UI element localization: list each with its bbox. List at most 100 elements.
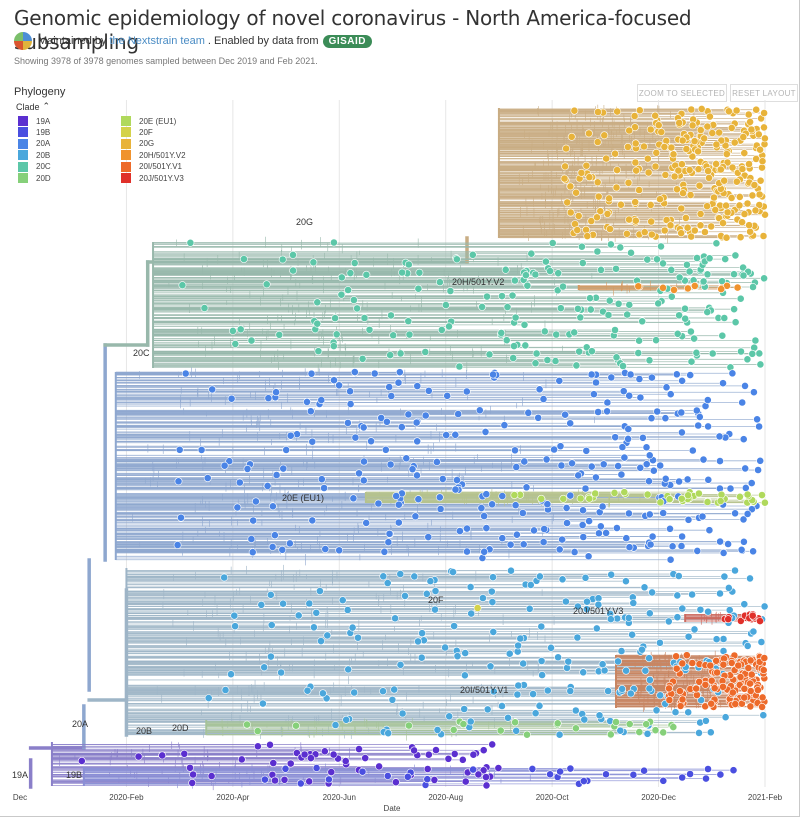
- tip-node[interactable]: [652, 336, 660, 345]
- tip-node[interactable]: [382, 417, 391, 426]
- tip-node[interactable]: [741, 381, 749, 390]
- tip-node[interactable]: [360, 314, 369, 322]
- tip-node[interactable]: [282, 445, 291, 454]
- tip-node[interactable]: [756, 145, 764, 154]
- tip-node[interactable]: [677, 408, 686, 417]
- tip-node[interactable]: [415, 268, 424, 277]
- tip-node[interactable]: [751, 336, 760, 345]
- tip-node[interactable]: [401, 592, 409, 600]
- tip-node[interactable]: [586, 294, 594, 303]
- tip-node[interactable]: [227, 670, 235, 679]
- tip-node[interactable]: [228, 326, 237, 335]
- tip-node[interactable]: [260, 775, 269, 784]
- tip-node[interactable]: [577, 168, 586, 177]
- tip-node[interactable]: [695, 489, 703, 498]
- tip-node[interactable]: [659, 283, 667, 292]
- tip-node[interactable]: [306, 407, 315, 416]
- tip-node[interactable]: [707, 699, 716, 708]
- tip-node[interactable]: [617, 200, 625, 209]
- tip-node[interactable]: [645, 477, 653, 486]
- tip-node[interactable]: [335, 381, 343, 390]
- tip-node[interactable]: [660, 142, 669, 151]
- tip-node[interactable]: [308, 516, 317, 525]
- tip-node[interactable]: [315, 587, 324, 595]
- tip-node[interactable]: [587, 462, 596, 471]
- tip-node[interactable]: [309, 258, 318, 267]
- tip-node[interactable]: [559, 494, 568, 503]
- tip-node[interactable]: [431, 605, 439, 614]
- tip-node[interactable]: [736, 673, 745, 681]
- tip-node[interactable]: [703, 122, 712, 131]
- tip-node[interactable]: [726, 484, 735, 493]
- tip-node[interactable]: [380, 547, 389, 556]
- tip-node[interactable]: [384, 729, 393, 738]
- maintainer-link[interactable]: the Nextstrain team: [109, 35, 205, 47]
- tip-node[interactable]: [558, 535, 566, 544]
- tip-node[interactable]: [305, 599, 314, 608]
- tip-node[interactable]: [707, 676, 716, 685]
- tip-node[interactable]: [645, 609, 654, 618]
- tip-node[interactable]: [684, 632, 693, 641]
- tip-node[interactable]: [618, 443, 627, 452]
- tip-node[interactable]: [713, 668, 721, 677]
- tip-node[interactable]: [640, 142, 648, 151]
- tip-node[interactable]: [646, 200, 655, 209]
- tip-node[interactable]: [585, 129, 593, 138]
- tip-node[interactable]: [743, 355, 752, 364]
- tip-node[interactable]: [628, 630, 636, 639]
- tip-node[interactable]: [521, 341, 530, 350]
- tip-node[interactable]: [354, 633, 362, 642]
- tip-node[interactable]: [733, 283, 742, 292]
- tip-node[interactable]: [710, 684, 719, 693]
- tip-node[interactable]: [474, 770, 483, 779]
- tip-node[interactable]: [510, 342, 518, 350]
- tip-node[interactable]: [426, 577, 435, 586]
- tip-node[interactable]: [708, 129, 717, 137]
- tip-node[interactable]: [593, 247, 602, 256]
- tip-node[interactable]: [746, 574, 754, 583]
- tip-node[interactable]: [616, 243, 625, 252]
- tip-node[interactable]: [346, 269, 355, 277]
- tip-node[interactable]: [652, 706, 661, 715]
- tip-node[interactable]: [253, 742, 262, 751]
- tip-node[interactable]: [337, 290, 346, 299]
- tip-node[interactable]: [694, 147, 702, 156]
- tip-node[interactable]: [483, 705, 492, 714]
- tip-node[interactable]: [386, 351, 395, 359]
- tip-node[interactable]: [414, 284, 423, 293]
- tip-node[interactable]: [188, 779, 197, 787]
- tip-node[interactable]: [665, 684, 673, 693]
- tip-node[interactable]: [329, 238, 338, 247]
- tip-node[interactable]: [243, 720, 251, 729]
- tip-node[interactable]: [743, 642, 752, 650]
- tip-node[interactable]: [735, 192, 744, 201]
- tip-node[interactable]: [402, 454, 411, 463]
- tip-node[interactable]: [612, 718, 620, 726]
- tip-node[interactable]: [260, 663, 269, 672]
- tip-node[interactable]: [667, 292, 676, 301]
- tip-node[interactable]: [320, 484, 328, 492]
- tip-node[interactable]: [738, 218, 746, 227]
- tip-node[interactable]: [547, 643, 555, 652]
- tip-node[interactable]: [667, 265, 676, 274]
- tip-node[interactable]: [719, 635, 728, 643]
- tip-node[interactable]: [576, 494, 585, 503]
- tip-node[interactable]: [678, 532, 686, 541]
- tip-node[interactable]: [678, 376, 686, 385]
- tip-node[interactable]: [643, 490, 652, 499]
- tip-node[interactable]: [548, 239, 557, 247]
- tip-node[interactable]: [670, 172, 679, 181]
- tip-node[interactable]: [178, 281, 187, 290]
- tip-node[interactable]: [410, 572, 419, 581]
- tip-node[interactable]: [410, 746, 418, 755]
- tip-node[interactable]: [625, 300, 634, 309]
- tip-node[interactable]: [687, 357, 696, 366]
- tip-node[interactable]: [720, 572, 729, 581]
- tip-node[interactable]: [358, 354, 367, 363]
- tip-node[interactable]: [739, 515, 748, 524]
- tip-node[interactable]: [740, 684, 749, 693]
- tip-node[interactable]: [706, 661, 715, 670]
- tip-node[interactable]: [677, 229, 686, 238]
- tip-node[interactable]: [344, 286, 352, 294]
